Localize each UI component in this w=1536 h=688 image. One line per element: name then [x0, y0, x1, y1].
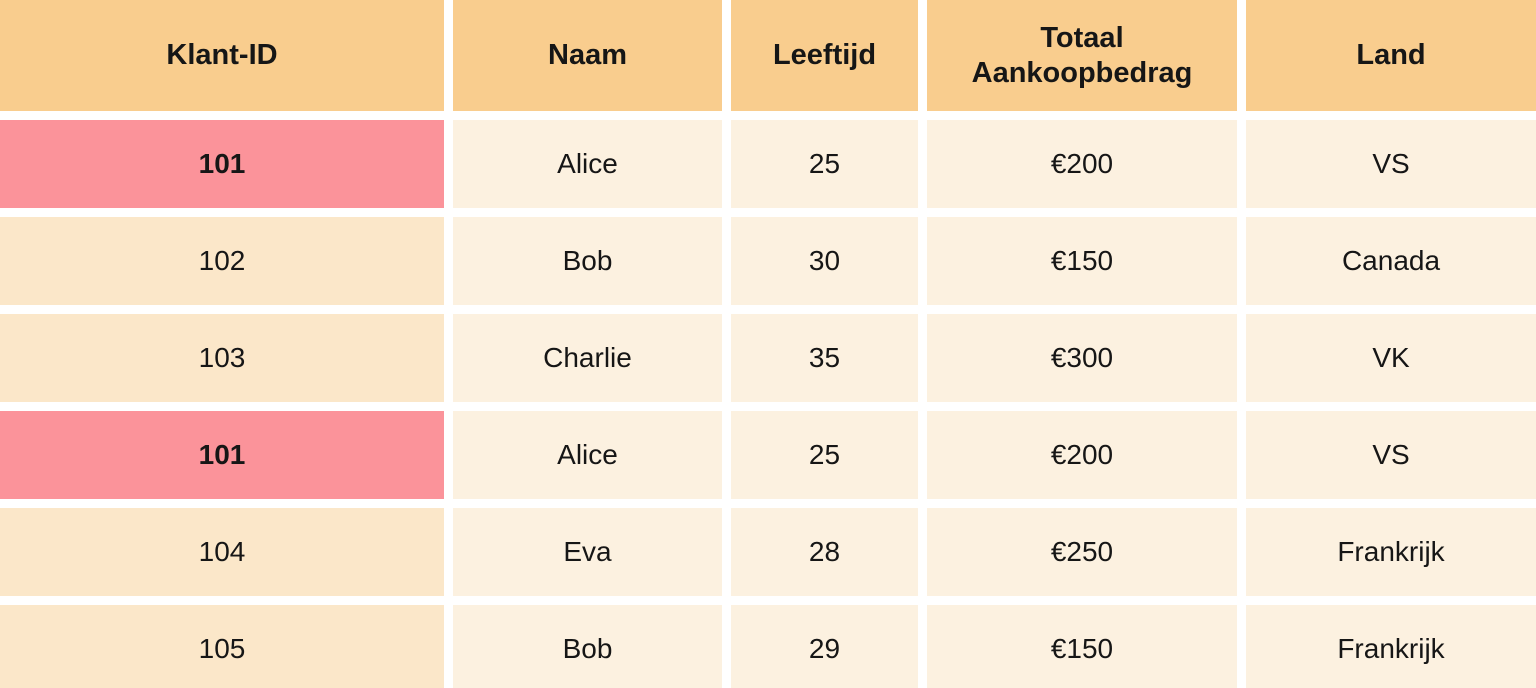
- table-cell-totaal-aankoopbedrag: €300: [927, 314, 1237, 402]
- table-cell-leeftijd: 25: [731, 120, 918, 208]
- table-cell-totaal-aankoopbedrag: €200: [927, 411, 1237, 499]
- table-cell-naam: Charlie: [453, 314, 722, 402]
- table-cell-naam: Alice: [453, 411, 722, 499]
- table-cell-land: Frankrijk: [1246, 605, 1536, 688]
- duplicate-id-cell: 101: [0, 411, 444, 499]
- table-cell-land: VK: [1246, 314, 1536, 402]
- table-cell-klant-id: 104: [0, 508, 444, 596]
- column-header-naam: Naam: [453, 0, 722, 111]
- table-cell-klant-id: 105: [0, 605, 444, 688]
- table-cell-totaal-aankoopbedrag: €200: [927, 120, 1237, 208]
- table-cell-naam: Alice: [453, 120, 722, 208]
- table-cell-naam: Bob: [453, 605, 722, 688]
- table-cell-naam: Eva: [453, 508, 722, 596]
- column-header-totaal-aankoopbedrag: Totaal Aankoopbedrag: [927, 0, 1237, 111]
- table-cell-leeftijd: 28: [731, 508, 918, 596]
- table-cell-totaal-aankoopbedrag: €150: [927, 605, 1237, 688]
- duplicate-id-cell: 101: [0, 120, 444, 208]
- table-cell-klant-id: 102: [0, 217, 444, 305]
- column-header-klant-id: Klant-ID: [0, 0, 444, 111]
- table-cell-land: VS: [1246, 120, 1536, 208]
- table-cell-totaal-aankoopbedrag: €150: [927, 217, 1237, 305]
- column-header-leeftijd: Leeftijd: [731, 0, 918, 111]
- table-cell-leeftijd: 25: [731, 411, 918, 499]
- table-cell-land: Canada: [1246, 217, 1536, 305]
- table-cell-leeftijd: 35: [731, 314, 918, 402]
- table-cell-leeftijd: 30: [731, 217, 918, 305]
- column-header-land: Land: [1246, 0, 1536, 111]
- table-cell-land: Frankrijk: [1246, 508, 1536, 596]
- table-cell-totaal-aankoopbedrag: €250: [927, 508, 1237, 596]
- table-cell-leeftijd: 29: [731, 605, 918, 688]
- table-cell-klant-id: 103: [0, 314, 444, 402]
- table-cell-naam: Bob: [453, 217, 722, 305]
- table-cell-land: VS: [1246, 411, 1536, 499]
